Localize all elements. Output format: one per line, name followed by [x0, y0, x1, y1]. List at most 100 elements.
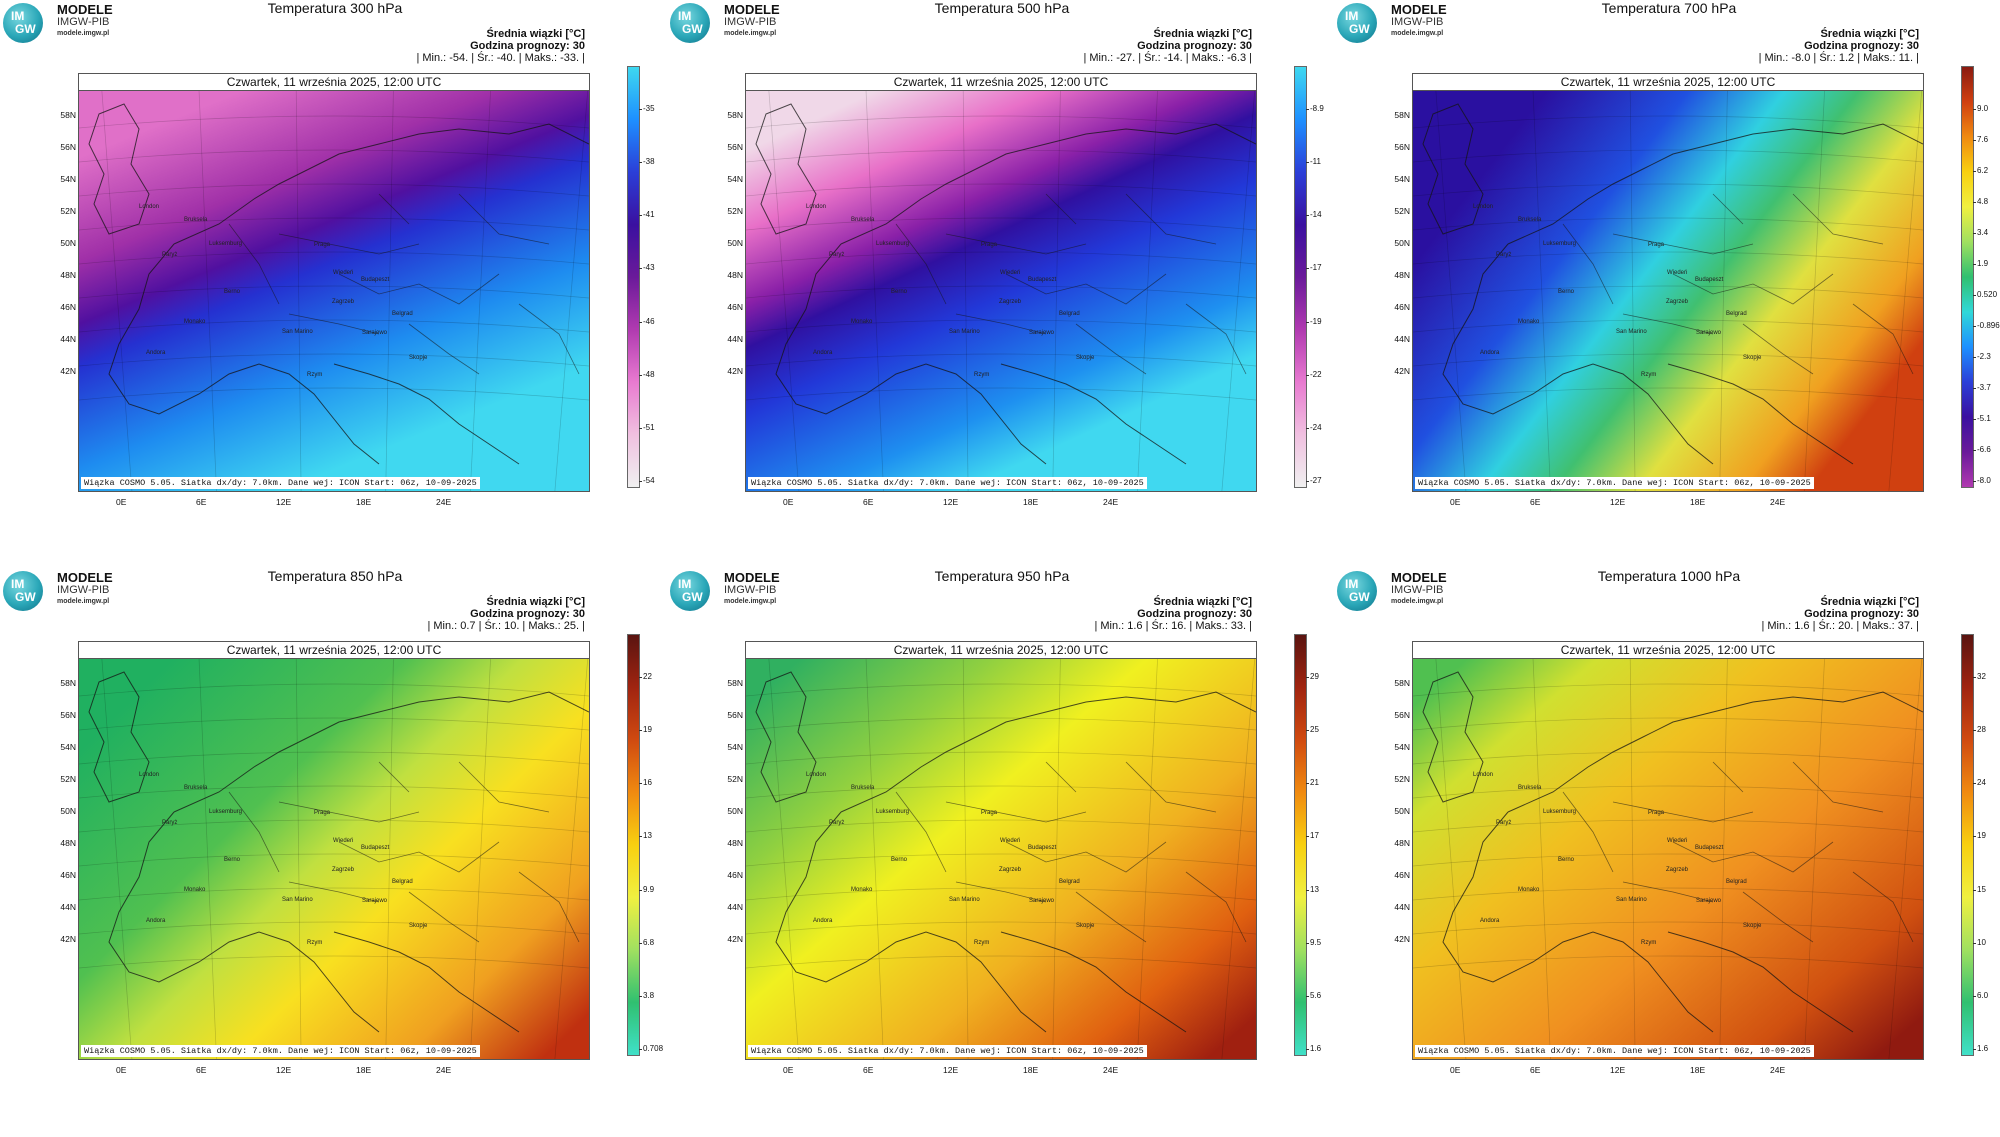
- brand-text: MODELE IMGW-PIB modele.imgw.pl: [57, 570, 113, 608]
- city-label: Praga: [314, 810, 331, 816]
- city-label: London: [139, 772, 160, 778]
- brand-line1: MODELE: [1391, 2, 1447, 17]
- city-label: Wiedeń: [333, 270, 354, 276]
- city-label: Praga: [1648, 810, 1665, 816]
- panel-title: Temperatura 850 hPa: [267, 568, 403, 584]
- city-label: Berno: [224, 289, 241, 295]
- imgw-logo-icon: IM GW: [670, 571, 710, 611]
- colorbar-tick-label: 6.2: [1972, 166, 1989, 175]
- latitude-label: 42N: [60, 934, 76, 944]
- city-label: Wiedeń: [1667, 270, 1688, 276]
- colorbar-tick-label: 32: [1973, 672, 1986, 681]
- longitude-label: 0E: [116, 497, 127, 507]
- city-label: Monako: [1518, 887, 1540, 893]
- longitude-label: 18E: [1690, 497, 1706, 507]
- city-label: Luksemburg: [209, 809, 243, 815]
- map-footer: Wiązka COSMO 5.05. Siatka dx/dy: 7.0km. …: [748, 1045, 1147, 1057]
- city-label: San Marino: [1616, 897, 1647, 903]
- colorbar-tick-label: -38: [639, 157, 655, 167]
- brand-url: modele.imgw.pl: [57, 30, 110, 37]
- temperature-field: [746, 74, 1256, 491]
- city-label: Skopje: [1743, 923, 1762, 929]
- map-date-header: Czwartek, 11 września 2025, 12:00 UTC: [746, 642, 1256, 659]
- brand-line2: IMGW-PIB: [57, 584, 110, 596]
- colorbar: [1961, 634, 1974, 1056]
- city-label: Luksemburg: [1543, 809, 1577, 815]
- longitude-label: 24E: [1770, 497, 1786, 507]
- city-label: Berno: [224, 857, 241, 863]
- panel-title: Temperatura 950 hPa: [934, 568, 1070, 584]
- colorbar-tick-label: 28: [1973, 725, 1986, 735]
- latitude-label: 44N: [60, 334, 76, 344]
- colorbar-tick-label: -24: [1306, 422, 1322, 432]
- colorbar-ticks: 22 19 16 13 9.9 6.8 3.8 0.708: [638, 634, 670, 1054]
- stats-line: | Min.: 0.7 | Śr.: 10. | Maks.: 25. |: [427, 620, 585, 632]
- city-label: Wiedeń: [1000, 270, 1021, 276]
- colorbar-tick-label: 13: [1306, 884, 1319, 894]
- colorbar-tick-label: -8.0: [1973, 476, 1991, 485]
- latitude-label: 56N: [727, 710, 743, 720]
- latitude-label: 50N: [1394, 806, 1410, 816]
- latitude-label: 50N: [60, 806, 76, 816]
- panel-title: Temperatura 500 hPa: [934, 0, 1070, 16]
- city-label: Belgrad: [1726, 311, 1747, 317]
- forecast-panel: IM GW MODELE IMGW-PIB modele.imgw.pl Temperat…: [667, 0, 1334, 568]
- city-label: Berno: [891, 289, 908, 295]
- colorbar-tick-label: 17: [1306, 831, 1319, 841]
- latitude-label: 56N: [727, 142, 743, 152]
- quantity-label: Średnia wiązki [°C]: [1820, 596, 1919, 608]
- temperature-map: Czwartek, 11 września 2025, 12:00 UTC Wią…: [1412, 641, 1924, 1060]
- stats-line: | Min.: -8.0 | Śr.: 1.2 | Maks.: 11. |: [1758, 52, 1919, 64]
- colorbar-tick-label: -2.3: [1973, 352, 1991, 361]
- temperature-map: Czwartek, 11 września 2025, 12:00 UTC Wią…: [745, 641, 1257, 1060]
- colorbar-ticks: 29 25 21 17 13 9.5 5.6 1.6: [1305, 634, 1337, 1054]
- latitude-label: 58N: [60, 678, 76, 688]
- brand-line1: MODELE: [57, 570, 113, 585]
- city-label: Monako: [851, 319, 873, 325]
- city-label: Wiedeń: [333, 838, 354, 844]
- map-footer: Wiązka COSMO 5.05. Siatka dx/dy: 7.0km. …: [81, 477, 480, 489]
- latitude-label: 54N: [727, 174, 743, 184]
- latitude-label: 54N: [1394, 174, 1410, 184]
- quantity-label: Średnia wiązki [°C]: [486, 28, 585, 40]
- quantity-label: Średnia wiązki [°C]: [1153, 596, 1252, 608]
- temperature-map: Czwartek, 11 września 2025, 12:00 UTC Wią…: [745, 73, 1257, 492]
- colorbar-tick-label: 4.8: [1972, 197, 1989, 206]
- longitude-label: 24E: [1770, 1065, 1786, 1075]
- brand-url: modele.imgw.pl: [724, 598, 777, 605]
- city-label: Paryż: [829, 820, 845, 826]
- city-label: Zagrzeb: [332, 299, 355, 305]
- colorbar-tick-label: -41: [639, 210, 655, 220]
- city-label: Rzym: [1641, 372, 1657, 378]
- latitude-label: 52N: [1394, 774, 1410, 784]
- longitude-label: 0E: [1450, 1065, 1461, 1075]
- colorbar-tick-label: 6.8: [638, 937, 655, 947]
- brand-text: MODELE IMGW-PIB modele.imgw.pl: [57, 3, 113, 40]
- city-label: Skopje: [1076, 355, 1095, 361]
- latitude-label: 48N: [1394, 838, 1410, 848]
- colorbar-tick-label: -46: [639, 316, 655, 326]
- city-label: Luksemburg: [209, 241, 243, 247]
- brand-line1: MODELE: [1391, 570, 1447, 585]
- latitude-label: 44N: [727, 334, 743, 344]
- longitude-label: 0E: [1450, 497, 1461, 507]
- colorbar-tick-label: 1.9: [1972, 259, 1989, 268]
- forecast-hour: Godzina prognozy: 30: [1137, 40, 1252, 52]
- temperature-map: Czwartek, 11 września 2025, 12:00 UTC Wią…: [78, 73, 590, 492]
- latitude-label: 44N: [1394, 334, 1410, 344]
- longitude-label: 0E: [783, 497, 794, 507]
- brand-line2: IMGW-PIB: [724, 16, 777, 28]
- forecast-panel: IM GW MODELE IMGW-PIB modele.imgw.pl Temperat…: [1334, 0, 2000, 568]
- brand-text: MODELE IMGW-PIB modele.imgw.pl: [1391, 2, 1447, 40]
- brand-text: MODELE IMGW-PIB modele.imgw.pl: [724, 3, 780, 40]
- colorbar: [1294, 66, 1307, 488]
- colorbar-tick-label: -5.1: [1973, 414, 1991, 423]
- longitude-label: 18E: [356, 497, 372, 507]
- city-label: Bruksela: [184, 217, 208, 223]
- colorbar: [627, 634, 640, 1056]
- latitude-label: 56N: [60, 142, 76, 152]
- longitude-label: 6E: [1530, 497, 1541, 507]
- city-label: Belgrad: [1059, 879, 1080, 885]
- forecast-panel: IM GW MODELE IMGW-PIB modele.imgw.pl Temperat…: [0, 568, 667, 1136]
- latitude-label: 46N: [727, 302, 743, 312]
